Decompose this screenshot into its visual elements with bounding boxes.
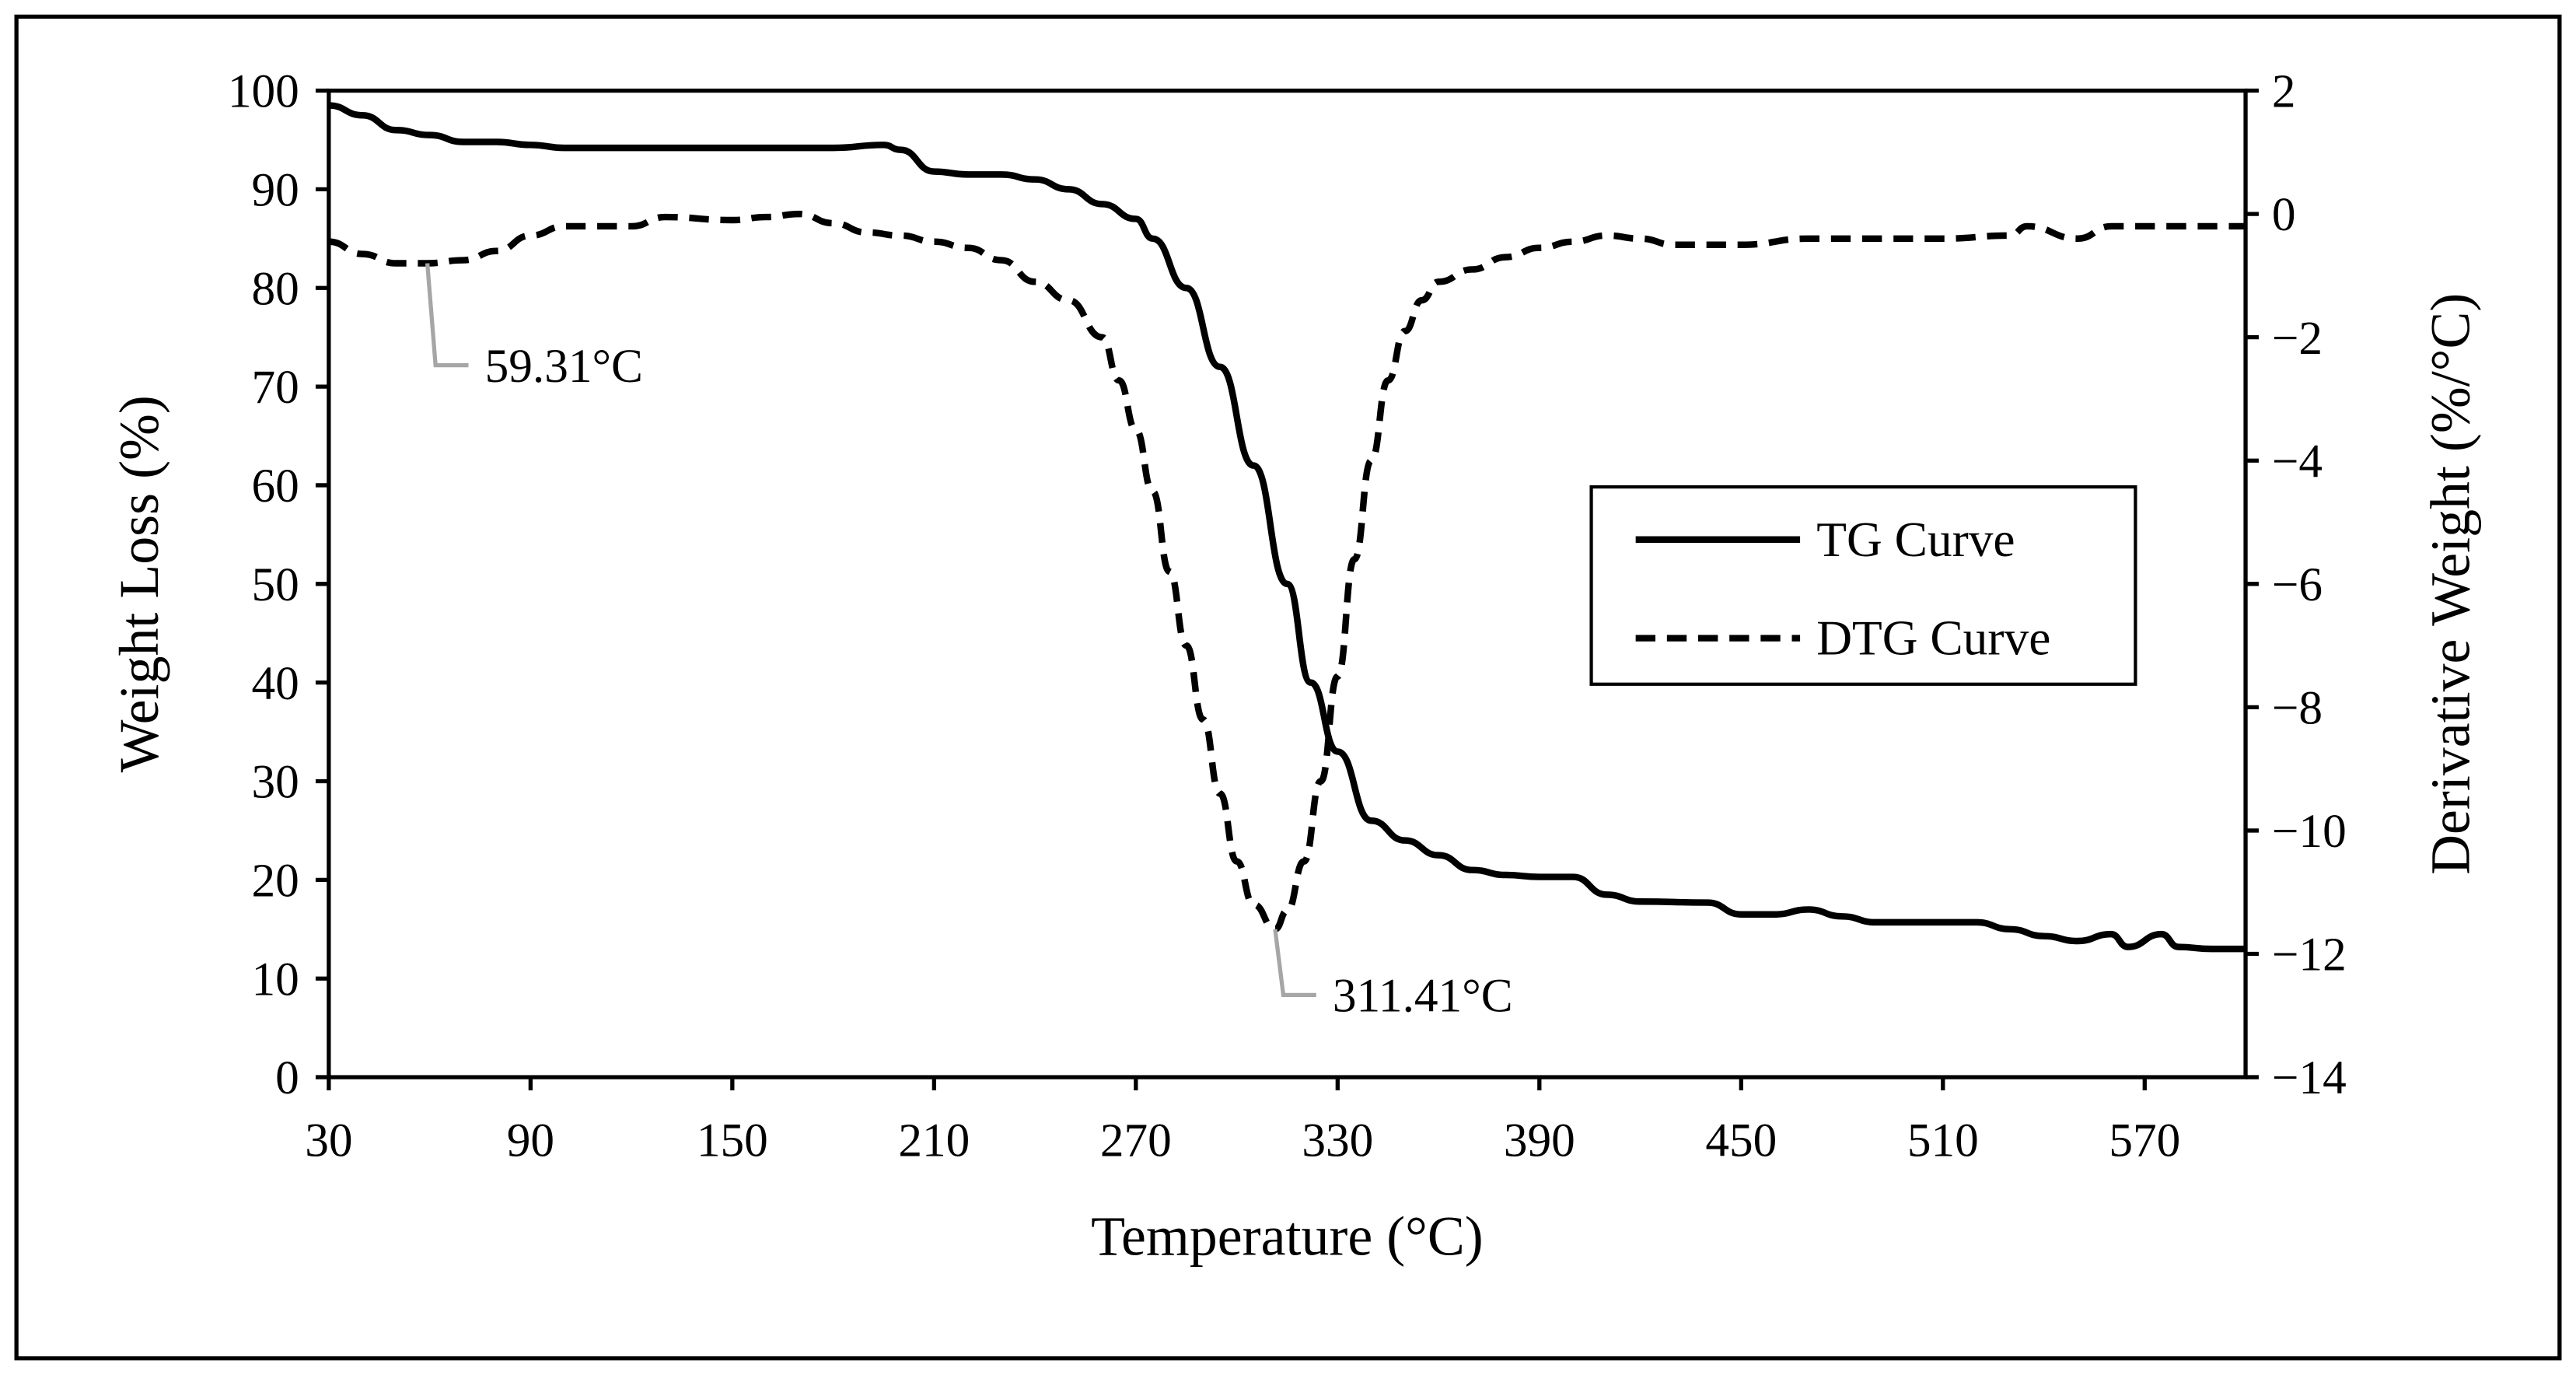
y-axis-left-title: Weight Loss (%) xyxy=(108,395,170,772)
legend-box xyxy=(1589,485,2137,686)
x-tick-label: 510 xyxy=(1907,1114,1979,1167)
x-axis-title: Temperature (°C) xyxy=(1091,1205,1484,1267)
y-left-tick-label: 100 xyxy=(228,65,299,118)
x-tick-label: 270 xyxy=(1100,1114,1172,1167)
outer-border xyxy=(14,14,2562,1361)
x-tick-label: 390 xyxy=(1504,1114,1575,1167)
legend-label-dtg: DTG Curve xyxy=(1816,611,2050,666)
annotation-label: 311.41°C xyxy=(1333,970,1513,1023)
y-right-tick-label: −6 xyxy=(2272,558,2323,611)
y-left-tick-label: 60 xyxy=(251,460,299,513)
y-right-tick-label: −8 xyxy=(2272,682,2323,735)
x-tick-label: 30 xyxy=(305,1114,352,1167)
y-left-tick-label: 50 xyxy=(251,558,299,611)
y-right-tick-label: 0 xyxy=(2272,188,2296,241)
y-left-tick-label: 80 xyxy=(251,262,299,315)
x-tick-label: 150 xyxy=(697,1114,768,1167)
y-left-tick-label: 70 xyxy=(251,361,299,414)
y-left-tick-label: 90 xyxy=(251,164,299,217)
y-right-tick-label: −2 xyxy=(2272,312,2323,365)
annotation-label: 59.31°C xyxy=(485,340,643,393)
x-tick-label: 90 xyxy=(507,1114,554,1167)
y-left-tick-label: 10 xyxy=(251,953,299,1006)
x-tick-label: 330 xyxy=(1302,1114,1373,1167)
y-right-tick-label: −14 xyxy=(2272,1051,2347,1104)
dtg-curve xyxy=(328,210,2246,933)
legend-label-tg: TG Curve xyxy=(1816,512,2015,567)
x-tick-label: 450 xyxy=(1705,1114,1777,1167)
annotation-leader-line xyxy=(425,263,469,368)
y-left-tick-label: 0 xyxy=(275,1051,299,1104)
y-right-tick-label: −10 xyxy=(2272,805,2347,858)
legend: TG Curve DTG Curve xyxy=(1589,485,2137,686)
y-right-tick-label: 2 xyxy=(2272,65,2296,118)
y-left-tick-label: 30 xyxy=(251,756,299,809)
y-right-tick-label: −4 xyxy=(2272,435,2323,488)
tg-curve xyxy=(328,102,2246,953)
y-left-tick-label: 20 xyxy=(251,855,299,908)
y-axis-right-title: Derivative Weight (%/°C) xyxy=(2420,293,2482,875)
y-left-tick-label: 40 xyxy=(251,657,299,710)
x-tick-label: 210 xyxy=(898,1114,970,1167)
annotation-leader-line xyxy=(1273,929,1316,998)
y-right-tick-label: −12 xyxy=(2272,929,2347,981)
x-tick-label: 570 xyxy=(2109,1114,2180,1167)
